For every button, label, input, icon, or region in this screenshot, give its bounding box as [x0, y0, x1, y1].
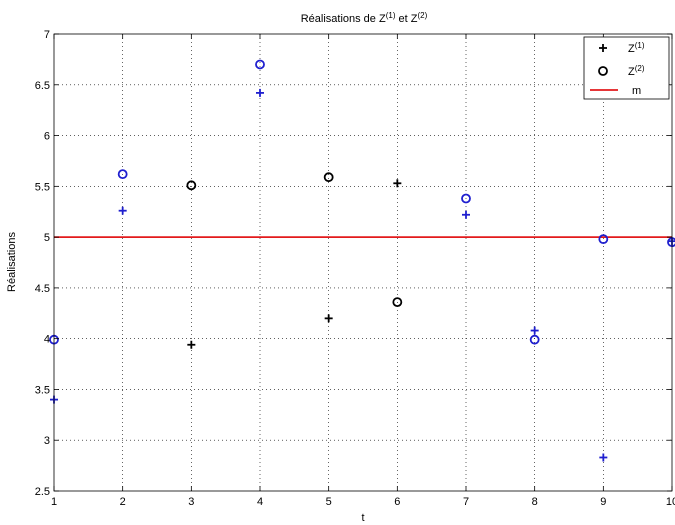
x-tick-label: 8: [532, 496, 538, 508]
z1-plus-point: [530, 326, 539, 335]
z2-circle-point: [255, 59, 265, 70]
legend-label-m: m: [632, 85, 641, 97]
y-tick-label: 6.5: [35, 80, 50, 92]
y-tick-label: 4: [44, 334, 50, 346]
z2-circle-point: [461, 193, 471, 204]
ticks: 1 2 3 4 5 6 7 8 9 10 2.5 3 3.5 4 4.5 5 5.5 6 6.5 7: [35, 29, 675, 508]
x-tick-label: 6: [394, 496, 400, 508]
z2-circle-point: [392, 297, 403, 308]
y-tick-label: 7: [44, 29, 50, 41]
markers: [49, 59, 675, 462]
y-tick-label: 6: [44, 131, 50, 143]
x-tick-label: 9: [600, 496, 606, 508]
z2-circle-point: [598, 234, 609, 245]
z1-plus-point: [393, 179, 402, 188]
x-axis-title: t: [361, 512, 364, 524]
x-tick-label: 4: [257, 496, 263, 508]
grid: [54, 34, 672, 491]
plot-frame: [53, 33, 673, 492]
y-tick-label: 4.5: [35, 283, 50, 295]
y-axis-title: Réalisations: [6, 232, 18, 292]
z2-circle-point: [529, 334, 540, 345]
x-tick-label: 2: [120, 496, 126, 508]
x-tick-label: 7: [463, 496, 469, 508]
x-tick-label: 5: [326, 496, 332, 508]
y-tick-label: 3.5: [35, 384, 50, 396]
x-tick-label: 10: [666, 496, 675, 508]
y-tick-label: 2.5: [35, 486, 50, 498]
chart-title: Réalisations de Z(1) et Z(2): [301, 11, 428, 26]
z1-plus-point: [462, 210, 470, 219]
z1-plus-point: [256, 88, 264, 97]
legend-plus-icon: [599, 44, 607, 52]
z2-circle-point: [186, 180, 197, 191]
z1-plus-point: [599, 453, 608, 462]
y-tick-label: 5: [44, 232, 50, 244]
legend: Z(1) Z(2) m: [583, 36, 670, 100]
z1-plus-point: [118, 206, 127, 215]
y-tick-label: 5.5: [35, 181, 50, 193]
z1-plus-point: [187, 340, 196, 349]
z2-circle-point: [117, 169, 128, 180]
legend-box: [583, 36, 670, 100]
z1-plus-point: [324, 314, 333, 323]
z2-circle-point: [323, 172, 334, 183]
y-tick-label: 3: [44, 435, 50, 447]
x-tick-label: 1: [51, 496, 57, 508]
legend-circle-icon: [598, 66, 608, 76]
x-tick-label: 3: [188, 496, 194, 508]
legend-label-z1: Z(1): [628, 41, 645, 56]
legend-label-z2: Z(2): [628, 64, 645, 79]
